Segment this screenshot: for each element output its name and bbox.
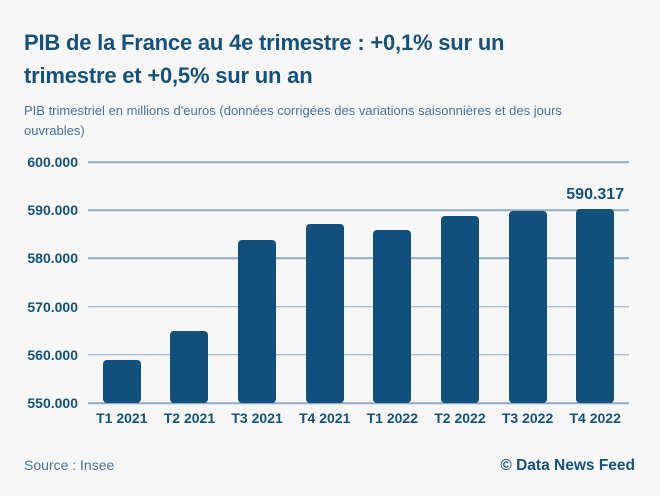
gridline: [88, 257, 629, 260]
gridline: [88, 402, 629, 404]
x-axis-label: T4 2021: [299, 410, 351, 426]
bar-slot: T4 2021: [291, 162, 359, 426]
x-axis-label: T2 2021: [163, 410, 216, 426]
chart-footer: Source : Insee © Data News Feed: [24, 457, 635, 475]
bar-slot: 590.317 T4 2022: [561, 162, 629, 426]
page-title: PIB de la France au 4e trimestre : +0,1%…: [24, 26, 640, 92]
gridline: [88, 354, 629, 356]
title-line-1: PIB de la France au 4e trimestre : +0,1%…: [24, 30, 505, 55]
y-axis-tick-label: 570.000: [27, 298, 78, 315]
x-axis-label: T1 2022: [366, 410, 418, 426]
credit-label: © Data News Feed: [500, 457, 635, 474]
x-axis-label: T3 2021: [231, 410, 283, 426]
x-axis-label: T2 2022: [434, 410, 486, 426]
bar-t3-2022: [508, 211, 547, 403]
bars: T1 2021 T2 2021 T3 2021 T4 2021 T1 2022 T2 20…: [88, 162, 629, 426]
bar-t4-2021: [305, 224, 344, 403]
y-axis-tick-label: 550.000: [27, 395, 78, 411]
gridline: [88, 161, 629, 163]
bar-t4-2022: [576, 208, 615, 403]
y-axis-tick-label: 590.000: [27, 202, 78, 219]
bar-chart: 600.000 590.000 580.000 570.000 560.000 550.0…: [0, 150, 660, 430]
x-axis-label: T1 2021: [96, 410, 148, 426]
bar-slot: T3 2021: [223, 162, 291, 426]
chart-header: PIB de la France au 4e trimestre : +0,1%…: [24, 26, 640, 141]
x-axis-label: T3 2022: [501, 410, 554, 426]
bar-t1-2022: [373, 229, 412, 403]
bar-t1-2021: [102, 360, 141, 403]
plot-area: T1 2021 T2 2021 T3 2021 T4 2021 T1 2022 T2 20…: [88, 161, 629, 426]
chart-subtitle: PIB trimestriel en millions d'euros (don…: [24, 103, 562, 138]
bar-slot: T2 2021: [156, 162, 224, 426]
y-axis-tick-label: 580.000: [27, 250, 78, 267]
bar-slot: T1 2022: [359, 162, 427, 426]
gridlines: [88, 161, 629, 404]
y-axis-labels: 600.000 590.000 580.000 570.000 560.000 550.0…: [0, 154, 78, 411]
bar-slot: T3 2022: [494, 162, 562, 426]
y-axis-tick-label: 560.000: [27, 346, 78, 363]
bar-t2-2022: [440, 215, 479, 403]
gridline: [88, 305, 629, 308]
bar-slot: T1 2021: [88, 162, 156, 426]
bar-value-label: 590.317: [566, 185, 625, 203]
x-axis-label: T4 2022: [569, 410, 621, 426]
bar-slot: T2 2022: [426, 162, 494, 426]
bar-t2-2021: [170, 330, 209, 403]
source-label: Source : Insee: [24, 457, 115, 473]
bar-t3-2021: [238, 239, 277, 403]
y-axis-tick-label: 600.000: [27, 154, 78, 170]
title-line-2: trimestre et +0,5% sur un an: [24, 63, 313, 88]
gridline: [88, 209, 629, 211]
